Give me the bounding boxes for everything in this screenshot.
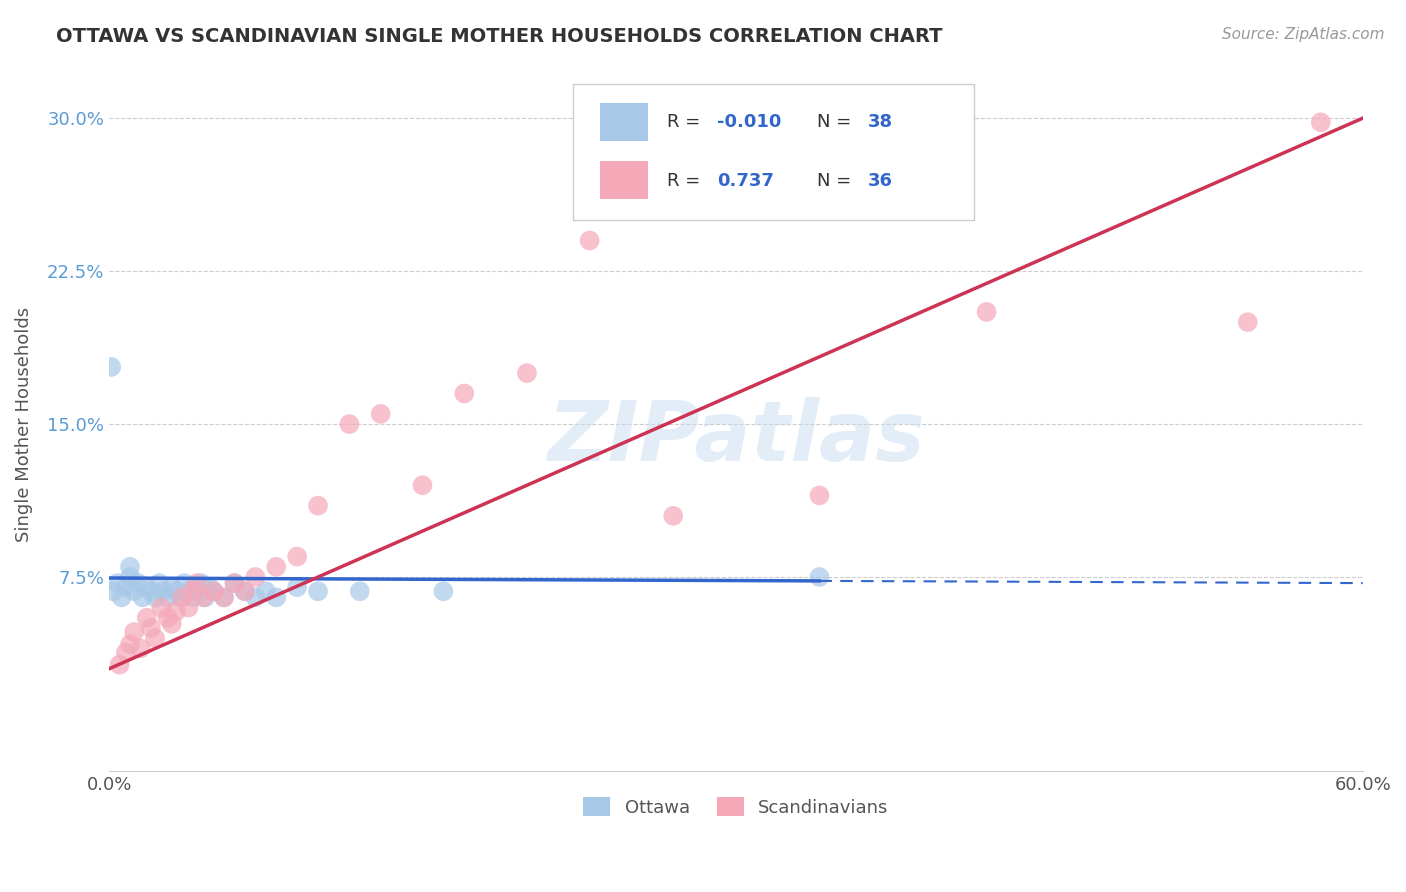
Point xyxy=(370,407,392,421)
Point xyxy=(245,591,267,605)
Point xyxy=(150,600,173,615)
Point xyxy=(139,621,162,635)
Legend: Ottawa, Scandinavians: Ottawa, Scandinavians xyxy=(576,790,896,824)
Point xyxy=(264,591,287,605)
Point xyxy=(131,591,153,605)
Point xyxy=(165,605,187,619)
Point xyxy=(411,478,433,492)
Point xyxy=(233,584,256,599)
Text: N =: N = xyxy=(817,112,858,131)
Point xyxy=(285,580,308,594)
Text: -0.010: -0.010 xyxy=(717,112,782,131)
Point xyxy=(108,657,131,672)
Point xyxy=(135,580,157,594)
Point xyxy=(233,584,256,599)
Point xyxy=(181,584,204,599)
Point xyxy=(122,625,145,640)
Point xyxy=(173,576,195,591)
Point xyxy=(127,576,149,591)
Point xyxy=(169,591,191,605)
Point xyxy=(662,508,685,523)
Point xyxy=(107,576,129,591)
Point xyxy=(578,234,600,248)
Text: 36: 36 xyxy=(868,172,893,190)
Bar xyxy=(600,161,648,199)
Point xyxy=(337,417,360,431)
Point xyxy=(135,611,157,625)
Point xyxy=(143,631,166,645)
Point xyxy=(516,366,538,380)
Point xyxy=(432,584,454,599)
Point xyxy=(129,641,152,656)
Point xyxy=(212,591,235,605)
Point xyxy=(100,359,122,374)
Point xyxy=(118,559,141,574)
Text: N =: N = xyxy=(817,172,858,190)
Point xyxy=(160,580,183,594)
Point xyxy=(152,584,174,599)
Point xyxy=(181,591,204,605)
Text: R =: R = xyxy=(666,172,706,190)
Point xyxy=(118,637,141,651)
Text: ZIPatlas: ZIPatlas xyxy=(547,398,925,478)
Point xyxy=(307,584,329,599)
Point xyxy=(264,559,287,574)
Point xyxy=(976,305,998,319)
Point xyxy=(198,580,221,594)
Point xyxy=(156,611,179,625)
Point xyxy=(212,591,235,605)
Point xyxy=(172,591,194,605)
Point xyxy=(190,576,212,591)
Point xyxy=(143,591,166,605)
Point xyxy=(1309,115,1331,129)
FancyBboxPatch shape xyxy=(572,85,974,219)
Point xyxy=(808,570,831,584)
Point xyxy=(307,499,329,513)
Point xyxy=(115,580,138,594)
Text: 0.737: 0.737 xyxy=(717,172,773,190)
Point xyxy=(122,584,145,599)
Point xyxy=(118,570,141,584)
Point xyxy=(186,576,208,591)
Point xyxy=(349,584,371,599)
Point xyxy=(115,645,138,659)
Point xyxy=(202,584,225,599)
Point xyxy=(191,591,214,605)
Point xyxy=(103,584,125,599)
Point xyxy=(245,570,267,584)
Point xyxy=(808,488,831,502)
Point xyxy=(224,576,246,591)
Point xyxy=(165,584,187,599)
Point xyxy=(156,591,179,605)
Point xyxy=(224,576,246,591)
Y-axis label: Single Mother Households: Single Mother Households xyxy=(15,307,32,541)
Point xyxy=(148,576,170,591)
Text: OTTAWA VS SCANDINAVIAN SINGLE MOTHER HOUSEHOLDS CORRELATION CHART: OTTAWA VS SCANDINAVIAN SINGLE MOTHER HOU… xyxy=(56,27,943,45)
Point xyxy=(1236,315,1258,329)
Point xyxy=(177,600,200,615)
Point xyxy=(285,549,308,564)
Point xyxy=(453,386,475,401)
Bar xyxy=(600,103,648,141)
Point xyxy=(186,584,208,599)
Text: 38: 38 xyxy=(868,112,893,131)
Point xyxy=(254,584,277,599)
Point xyxy=(111,591,134,605)
Point xyxy=(177,584,200,599)
Point xyxy=(202,584,225,599)
Point xyxy=(160,616,183,631)
Point xyxy=(139,584,162,599)
Text: R =: R = xyxy=(666,112,706,131)
Point xyxy=(194,591,217,605)
Text: Source: ZipAtlas.com: Source: ZipAtlas.com xyxy=(1222,27,1385,42)
